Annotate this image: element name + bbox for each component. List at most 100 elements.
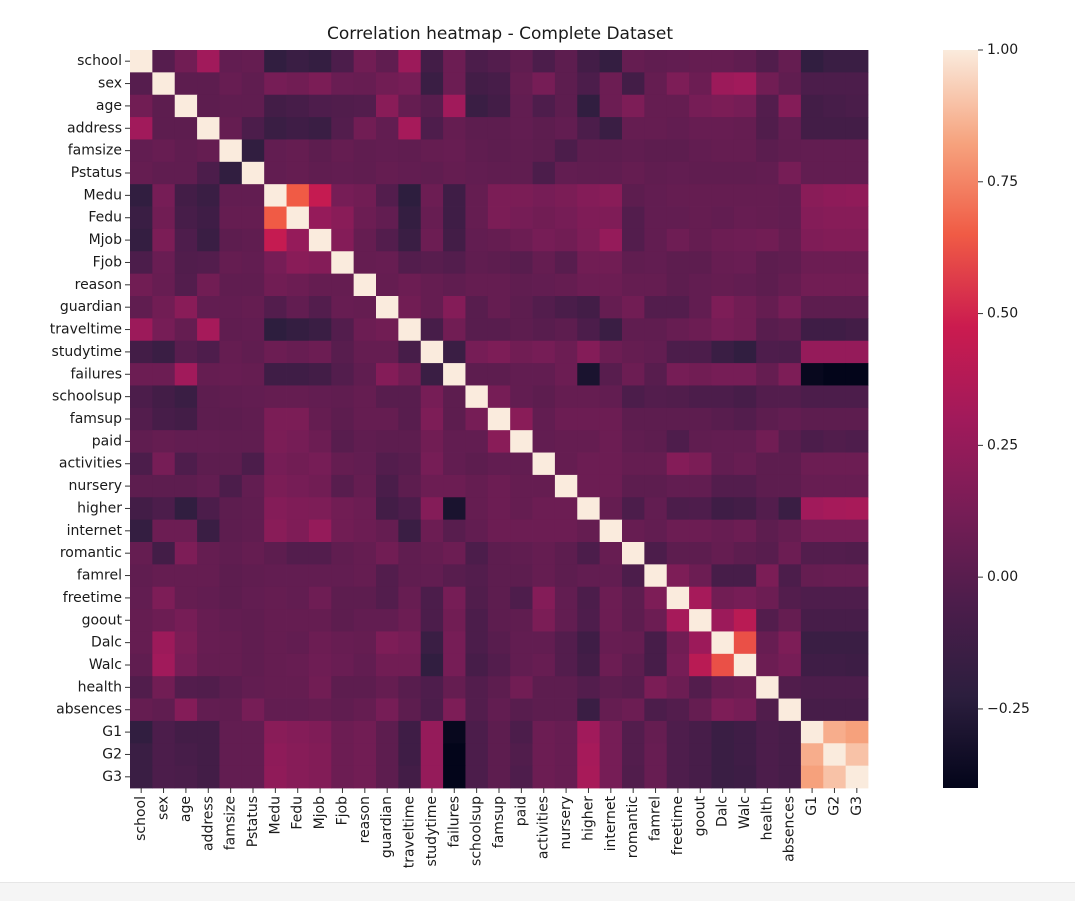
heatmap-cell-sex-goout — [689, 72, 712, 96]
heatmap-cell-famsup-reason — [353, 407, 377, 431]
heatmap-cell-G1-Fedu — [286, 720, 310, 744]
heatmap-cell-failures-famsize — [219, 363, 243, 386]
heatmap-cell-health-famsize — [219, 676, 243, 699]
heatmap-cell-Mjob-schoolsup — [465, 228, 489, 252]
heatmap-cell-higher-G3 — [845, 497, 869, 521]
heatmap-cell-failures-address — [197, 363, 220, 386]
heatmap-cell-goout-goout — [689, 609, 712, 632]
heatmap-cell-health-famrel — [644, 676, 668, 699]
heatmap-cell-nursery-Fedu — [286, 474, 310, 498]
heatmap-cell-absences-romantic — [622, 698, 645, 722]
heatmap-cell-traveltime-famsup — [487, 318, 511, 342]
heatmap-cell-goout-paid — [510, 609, 533, 632]
heatmap-cell-famrel-studytime — [420, 564, 444, 588]
heatmap-cell-Mjob-paid — [510, 228, 533, 252]
x-tick-label-traveltime: traveltime — [402, 796, 418, 868]
heatmap-cell-G3-studytime — [420, 765, 444, 789]
heatmap-cell-failures-famrel — [644, 363, 668, 386]
heatmap-cell-Mjob-studytime — [420, 228, 444, 252]
heatmap-cell-sex-higher — [577, 72, 601, 96]
heatmap-cell-famsup-internet — [599, 407, 623, 431]
y-tick-label-freetime: freetime — [63, 590, 122, 606]
heatmap-cell-freetime-Mjob — [308, 586, 332, 610]
x-tick-label-absences: absences — [782, 796, 798, 862]
heatmap-cell-school-Medu — [264, 50, 287, 73]
heatmap-cell-Fedu-goout — [689, 206, 712, 230]
heatmap-cell-famsize-internet — [599, 139, 623, 163]
heatmap-cell-famrel-paid — [510, 564, 533, 588]
heatmap-cell-Fjob-activities — [532, 251, 556, 275]
heatmap-cell-address-famrel — [644, 117, 668, 140]
heatmap-cell-age-failures — [443, 94, 466, 118]
heatmap-cell-reason-Fjob — [331, 273, 355, 297]
heatmap-cell-G1-Fjob — [331, 720, 355, 744]
bottom-strip — [0, 882, 1075, 901]
heatmap-cell-failures-paid — [510, 363, 533, 386]
heatmap-cell-famrel-absences — [778, 564, 802, 588]
heatmap-cell-failures-failures — [443, 363, 466, 386]
heatmap-cell-G2-Walc — [733, 743, 757, 767]
heatmap-cell-internet-studytime — [420, 519, 444, 543]
heatmap-cell-Mjob-Pstatus — [241, 228, 265, 252]
heatmap-cell-Walc-reason — [353, 653, 377, 677]
heatmap-cell-Medu-Medu — [264, 184, 287, 207]
heatmap-cell-schoolsup-goout — [689, 385, 712, 409]
heatmap-cell-higher-famrel — [644, 497, 668, 521]
heatmap-cell-higher-Dalc — [711, 497, 735, 521]
heatmap-cell-address-health — [756, 117, 779, 140]
heatmap-cell-Walc-paid — [510, 653, 533, 677]
y-tick-label-goout: goout — [82, 612, 123, 628]
heatmap-cell-Fedu-activities — [532, 206, 556, 230]
heatmap-cell-G2-health — [756, 743, 779, 767]
heatmap-cell-nursery-address — [197, 474, 220, 498]
heatmap-cell-schoolsup-Pstatus — [241, 385, 265, 409]
heatmap-cell-Medu-famsize — [219, 184, 243, 207]
heatmap-cell-reason-activities — [532, 273, 556, 297]
heatmap-cell-goout-Mjob — [308, 609, 332, 632]
heatmap-cell-Mjob-reason — [353, 228, 377, 252]
heatmap-cell-Pstatus-G3 — [845, 161, 869, 185]
heatmap-cell-Walc-nursery — [554, 653, 578, 677]
heatmap-cell-freetime-failures — [443, 586, 466, 610]
heatmap-cell-absences-G3 — [845, 698, 869, 722]
heatmap-cell-sex-studytime — [420, 72, 444, 96]
heatmap-cell-guardian-romantic — [622, 296, 645, 319]
heatmap-cell-activities-internet — [599, 452, 623, 476]
heatmap-cell-failures-Dalc — [711, 363, 735, 386]
heatmap-cell-famsup-famrel — [644, 407, 668, 431]
heatmap-cell-goout-guardian — [376, 609, 399, 632]
heatmap-cell-famsup-sex — [152, 407, 176, 431]
heatmap-cell-Fjob-school — [130, 251, 153, 275]
heatmap-cell-G2-Fjob — [331, 743, 355, 767]
heatmap-cell-romantic-activities — [532, 542, 556, 565]
heatmap-cell-studytime-Pstatus — [241, 340, 265, 364]
heatmap-cell-romantic-Fedu — [286, 542, 310, 565]
heatmap-cell-nursery-higher — [577, 474, 601, 498]
heatmap-cell-Walc-freetime — [666, 653, 690, 677]
heatmap-cell-studytime-guardian — [376, 340, 399, 364]
heatmap-cell-G2-G1 — [800, 743, 824, 767]
x-axis: school sex age address famsize Pstatus Medu Fed… — [133, 788, 865, 868]
heatmap-cell-goout-higher — [577, 609, 601, 632]
heatmap-cell-activities-school — [130, 452, 153, 476]
heatmap-cell-address-Fedu — [286, 117, 310, 140]
heatmap-cell-absences-Fjob — [331, 698, 355, 722]
heatmap-cell-G3-traveltime — [398, 765, 422, 789]
heatmap-cell-G2-famrel — [644, 743, 668, 767]
heatmap-cell-goout-famsup — [487, 609, 511, 632]
heatmap-cell-romantic-famsize — [219, 542, 243, 565]
heatmap-cell-reason-famsup — [487, 273, 511, 297]
heatmap-cell-G2-Mjob — [308, 743, 332, 767]
heatmap-cell-studytime-Dalc — [711, 340, 735, 364]
heatmap-cell-G3-famsize — [219, 765, 243, 789]
heatmap-cell-Medu-G1 — [800, 184, 824, 207]
heatmap-cell-G1-studytime — [420, 720, 444, 744]
heatmap-cell-internet-schoolsup — [465, 519, 489, 543]
heatmap-cell-paid-activities — [532, 430, 556, 453]
heatmap-cell-famsize-G2 — [823, 139, 847, 163]
heatmap-cell-G3-goout — [689, 765, 712, 789]
heatmap-cell-school-reason — [353, 50, 377, 73]
heatmap-cell-studytime-G2 — [823, 340, 847, 364]
heatmap-cell-G3-internet — [599, 765, 623, 789]
heatmap-cell-reason-failures — [443, 273, 466, 297]
